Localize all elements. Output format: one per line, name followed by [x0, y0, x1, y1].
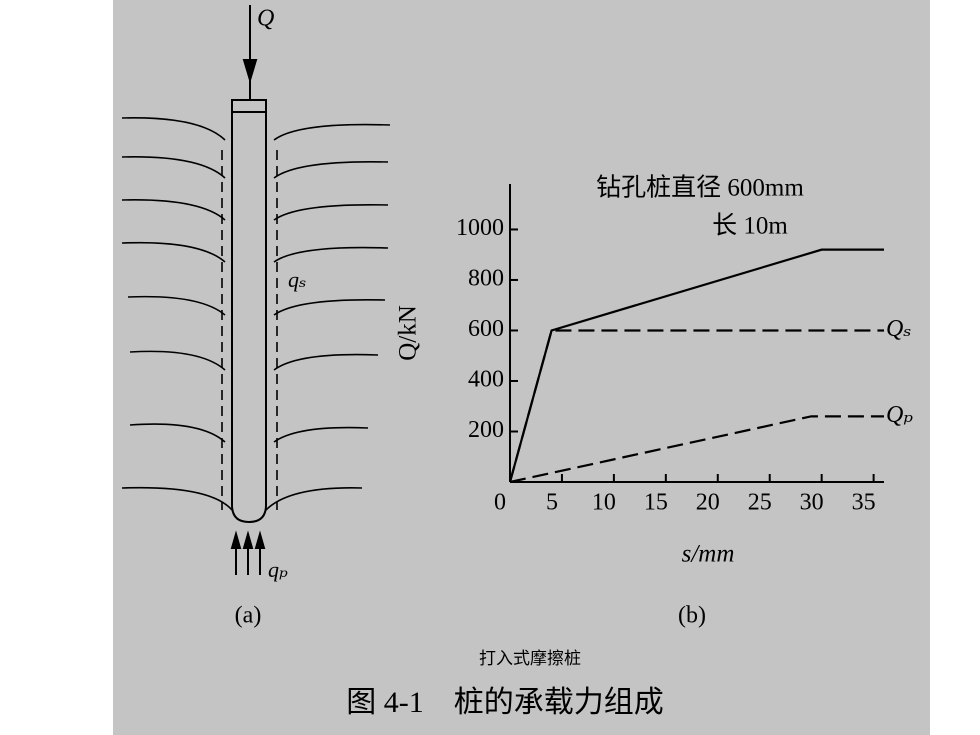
x-tick-label: 20 [696, 490, 720, 516]
y-tick-label: 1000 [456, 215, 504, 241]
chart-subtitle: 长 10m [712, 212, 788, 240]
arrow-head [242, 59, 258, 84]
tip-resistance-label: qₚ [268, 557, 288, 582]
y-tick-label: 600 [468, 316, 504, 342]
y-tick-label: 400 [468, 366, 504, 392]
chart-title: 钻孔桩直径 600mm [596, 174, 804, 202]
x-tick-label: 35 [852, 490, 876, 516]
series-label: Qₚ [886, 402, 913, 428]
y-tick-label: 200 [468, 417, 504, 443]
pile [231, 112, 267, 524]
caption-subtitle: 打入式摩擦桩 [479, 649, 581, 668]
background [113, 0, 930, 735]
y-tick-label: 800 [468, 265, 504, 291]
x-axis-label: s/mm [682, 541, 735, 568]
panel-label: (a) [235, 603, 262, 629]
x-tick-label: 30 [800, 490, 824, 516]
x-tick-label: 5 [546, 490, 558, 516]
line-series [508, 329, 884, 483]
load-label: Q [257, 6, 274, 32]
chart-panel-label: (b) [678, 603, 706, 629]
pile-diagram [121, 5, 391, 575]
pile-cap [231, 99, 267, 113]
caption-title: 图 4-1 桩的承载力组成 [346, 686, 664, 719]
y-axis-label: Q/kN [395, 305, 422, 361]
series-label: Qₛ [886, 316, 911, 342]
x-tick-label: 0 [494, 490, 506, 516]
soil-lines [121, 117, 391, 511]
side-friction-label: qₛ [288, 267, 306, 292]
x-tick-label: 10 [592, 490, 616, 516]
line-series [509, 415, 884, 484]
x-tick-label: 25 [748, 490, 772, 516]
x-tick-label: 15 [644, 490, 668, 516]
